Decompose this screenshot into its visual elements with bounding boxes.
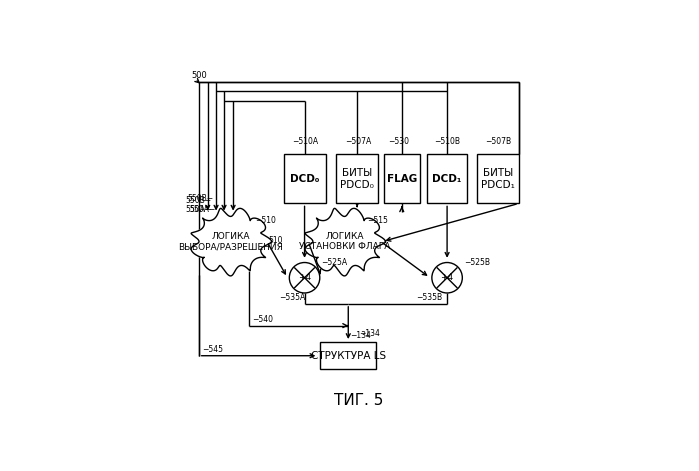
Text: 510: 510 [268, 236, 283, 245]
Text: 550B−: 550B− [188, 195, 214, 203]
Text: +4: +4 [298, 273, 311, 282]
Text: 550A−: 550A− [185, 204, 211, 213]
Text: −510B: −510B [434, 137, 461, 146]
FancyBboxPatch shape [336, 154, 378, 203]
Text: −525A: −525A [322, 258, 347, 267]
Text: DCD₀: DCD₀ [290, 174, 319, 184]
Polygon shape [305, 208, 385, 276]
Text: −525B: −525B [464, 258, 490, 267]
Text: −134: −134 [350, 331, 371, 340]
Text: −535A: −535A [279, 293, 305, 302]
Text: 500: 500 [192, 71, 207, 80]
FancyBboxPatch shape [477, 154, 519, 203]
Text: СТРУКТУРА LS: СТРУКТУРА LS [310, 350, 386, 360]
Text: −510: −510 [255, 216, 275, 225]
FancyBboxPatch shape [427, 154, 467, 203]
Text: −515: −515 [367, 216, 388, 225]
Text: DCD₁: DCD₁ [433, 174, 462, 184]
FancyBboxPatch shape [284, 154, 326, 203]
Text: −540: −540 [252, 315, 273, 324]
Polygon shape [191, 208, 271, 276]
Text: +4: +4 [440, 273, 454, 282]
Text: −510A: −510A [292, 137, 318, 146]
Text: −545: −545 [202, 345, 223, 354]
Text: 550A−: 550A− [189, 205, 215, 214]
Circle shape [432, 262, 462, 293]
Text: −134: −134 [359, 329, 380, 338]
FancyBboxPatch shape [384, 154, 420, 203]
Text: −535B: −535B [417, 293, 442, 302]
Text: −507A: −507A [345, 137, 371, 146]
Text: БИТЫ
PDCD₀: БИТЫ PDCD₀ [340, 168, 374, 190]
Circle shape [289, 262, 320, 293]
Text: ЛОГИКА
УСТАНОВКИ ФЛАГА: ЛОГИКА УСТАНОВКИ ФЛАГА [298, 232, 390, 251]
FancyBboxPatch shape [320, 342, 376, 369]
Text: ΤИГ. 5: ΤИГ. 5 [333, 393, 383, 408]
Text: −507B: −507B [486, 137, 512, 146]
Text: ЛОГИКА
ВЫБОРА/РАЗРЕШЕНИЯ: ЛОГИКА ВЫБОРА/РАЗРЕШЕНИЯ [178, 232, 283, 251]
Text: 550B−: 550B− [185, 196, 211, 205]
Text: БИТЫ
PDCD₁: БИТЫ PDCD₁ [481, 168, 515, 190]
Text: −530: −530 [389, 137, 410, 146]
Text: FLAG: FLAG [387, 174, 417, 184]
